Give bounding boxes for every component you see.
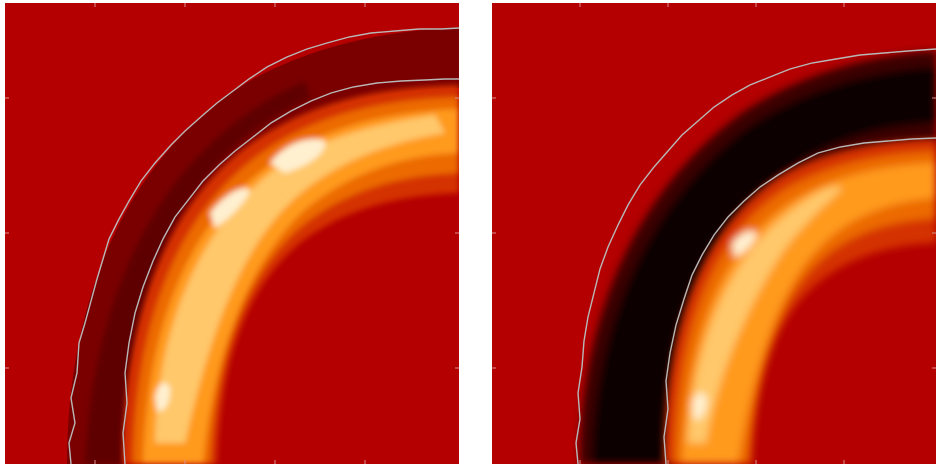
left-ring-5a: [270, 139, 326, 173]
left-ring-5c: [155, 382, 171, 412]
right-ring-4: [688, 186, 842, 443]
left-heatmap: [5, 3, 459, 464]
left-contour-inner: [122, 78, 459, 464]
right-contour-outer: [575, 48, 936, 464]
left-ring-5b: [210, 188, 250, 228]
right-heatmap-panel: [492, 3, 936, 464]
left-contour-outer: [68, 27, 459, 464]
right-ring-5b: [732, 230, 757, 257]
left-ring-4: [155, 115, 445, 443]
right-contour-inner: [663, 137, 936, 464]
right-heatmap: [492, 3, 936, 464]
right-ring-5a: [692, 392, 707, 420]
right-axis-ticks: [492, 3, 936, 464]
left-outer-band-dark: [85, 81, 310, 464]
left-heatmap-panel: [5, 3, 459, 464]
right-ring-3: [682, 163, 936, 464]
left-axis-ticks: [5, 3, 459, 464]
